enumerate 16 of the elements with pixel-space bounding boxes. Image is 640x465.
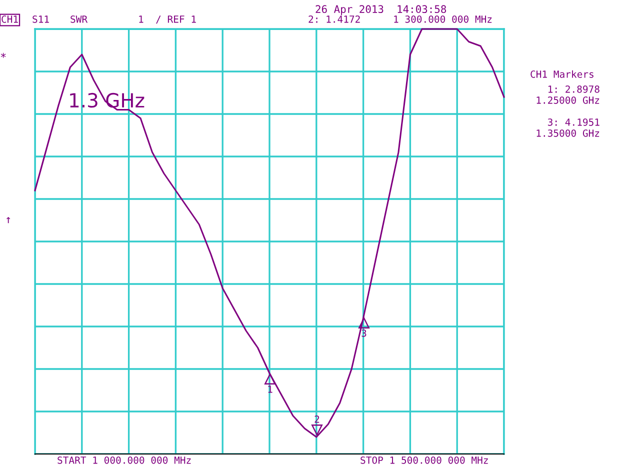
text: 1.35000 GHz <box>536 129 600 137</box>
text: START 1 000.000 000 MHz <box>58 456 191 464</box>
text: S11 <box>32 15 49 23</box>
text: CH1 Markers <box>530 70 594 78</box>
text: 1.25000 GHz <box>536 96 600 104</box>
text: 1: 2.8978 <box>548 85 600 93</box>
text: 1 / REF 1 <box>139 16 196 24</box>
text: ↑ <box>6 217 10 224</box>
text: * <box>0 52 6 58</box>
text: SWR <box>70 15 88 23</box>
text: 3: 4.1951 <box>548 118 600 126</box>
text: 2: 1.4172 <box>308 15 360 23</box>
text: CH1 <box>2 15 18 23</box>
text: 1 300.000 000 MHz <box>394 15 492 23</box>
text: STOP 1 500.000 000 MHz <box>360 456 488 464</box>
text: 26 Apr 2013 14:03:58 <box>316 5 446 16</box>
